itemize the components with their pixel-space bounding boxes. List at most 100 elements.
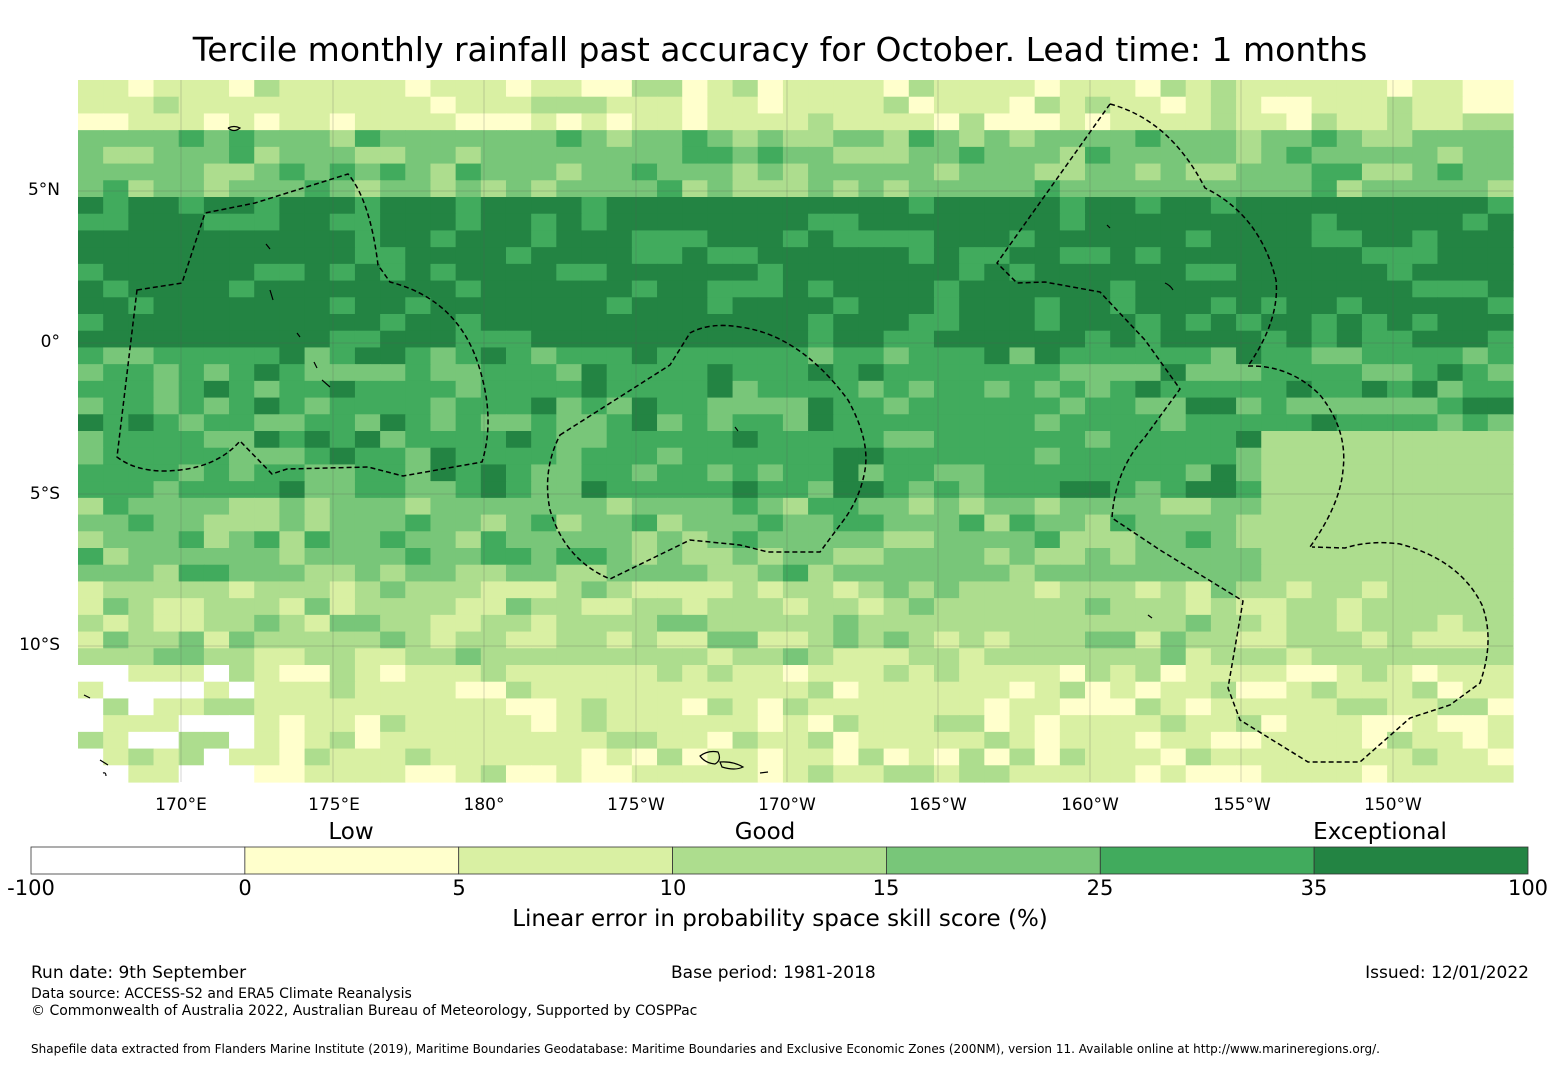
- skill-cell: [229, 431, 255, 449]
- skill-cell: [430, 347, 457, 365]
- skill-cell: [1110, 247, 1136, 265]
- skill-cell: [1085, 698, 1111, 716]
- skill-cell: [203, 648, 230, 666]
- skill-cell: [531, 364, 557, 382]
- skill-cell: [858, 715, 885, 733]
- skill-cell: [254, 247, 281, 265]
- skill-cell: [1085, 765, 1111, 783]
- skill-cell: [1286, 130, 1313, 148]
- skill-cell: [933, 280, 960, 298]
- skill-cell: [984, 364, 1011, 382]
- skill-cell: [984, 648, 1011, 666]
- skill-cell: [505, 731, 532, 750]
- skill-cell: [833, 146, 860, 165]
- skill-cell: [78, 397, 104, 415]
- skill-cell: [908, 314, 935, 332]
- skill-cell: [1286, 180, 1313, 198]
- atoll-outline: [734, 426, 739, 432]
- skill-cell: [1085, 464, 1111, 482]
- skill-cell: [682, 648, 708, 666]
- skill-cell: [1361, 715, 1388, 733]
- skill-cell: [732, 514, 759, 532]
- skill-cell: [405, 96, 432, 115]
- skill-cell: [203, 96, 230, 115]
- skill-cell: [1286, 447, 1313, 466]
- skill-cell: [1135, 180, 1162, 198]
- skill-cell: [808, 481, 834, 499]
- skill-cell: [203, 447, 230, 466]
- skill-cell: [883, 213, 910, 232]
- skill-cell: [430, 330, 457, 349]
- skill-cell: [1412, 397, 1439, 415]
- skill-cell: [1210, 514, 1237, 532]
- skill-cell: [128, 380, 155, 399]
- skill-cell: [883, 548, 910, 566]
- skill-cell: [883, 648, 910, 666]
- skill-cell: [682, 447, 708, 466]
- skill-cell: [1210, 765, 1237, 783]
- skill-cell: [329, 614, 356, 633]
- skill-cell: [682, 347, 708, 365]
- skill-cell: [707, 230, 734, 248]
- skill-cell: [1160, 464, 1187, 482]
- skill-cell: [1311, 330, 1338, 349]
- skill-cell: [254, 314, 281, 332]
- skill-cell: [858, 397, 885, 415]
- skill-cell: [933, 247, 960, 265]
- skill-cell: [1462, 598, 1489, 616]
- skill-cell: [455, 497, 482, 516]
- skill-cell: [229, 564, 255, 583]
- skill-cell: [858, 263, 885, 282]
- skill-cell: [229, 80, 255, 98]
- skill-cell: [1236, 598, 1262, 616]
- skill-cell: [631, 113, 658, 131]
- skill-cell: [606, 581, 633, 599]
- skill-cell: [1462, 380, 1489, 399]
- skill-cell: [1261, 614, 1288, 633]
- skill-cell: [1210, 731, 1237, 750]
- skill-cell: [153, 263, 180, 282]
- skill-cell: [1387, 464, 1413, 482]
- skill-cell: [1059, 648, 1086, 666]
- skill-cell: [631, 464, 658, 482]
- skill-cell: [103, 213, 129, 232]
- skill-cell: [1487, 280, 1514, 298]
- skill-cell: [1487, 314, 1514, 332]
- skill-cell: [707, 280, 734, 298]
- skill-cell: [128, 297, 155, 315]
- skill-cell: [455, 631, 482, 649]
- skill-cell: [279, 715, 306, 733]
- skill-cell: [1185, 514, 1212, 532]
- skill-cell: [455, 113, 482, 131]
- skill-cell: [1210, 414, 1237, 432]
- skill-cell: [1437, 464, 1464, 482]
- skill-cell: [1185, 314, 1212, 332]
- skill-cell: [1034, 731, 1061, 750]
- skill-cell: [1487, 146, 1514, 165]
- skill-cell: [128, 464, 155, 482]
- skill-cell: [631, 96, 658, 115]
- skill-cell: [153, 163, 180, 181]
- skill-cell: [1412, 548, 1439, 566]
- skill-cell: [153, 564, 180, 583]
- skill-cell: [606, 163, 633, 181]
- skill-cell: [858, 531, 885, 549]
- skill-cell: [1135, 263, 1162, 282]
- skill-cell: [556, 180, 583, 198]
- skill-cell: [657, 497, 683, 516]
- skill-cell: [1387, 447, 1413, 466]
- skill-cell: [682, 698, 708, 716]
- skill-cell: [505, 130, 532, 148]
- skill-cell: [808, 180, 834, 198]
- skill-cell: [354, 180, 381, 198]
- skill-cell: [153, 665, 180, 683]
- skill-cell: [1261, 163, 1288, 181]
- skill-cell: [757, 213, 784, 232]
- skill-cell: [581, 80, 608, 98]
- skill-cell: [1210, 347, 1237, 365]
- skill-cell: [1412, 614, 1439, 633]
- skill-cell: [1361, 431, 1388, 449]
- skill-cell: [1261, 213, 1288, 232]
- lon-label-155w: 155°W: [1213, 795, 1271, 815]
- skill-cell: [304, 230, 331, 248]
